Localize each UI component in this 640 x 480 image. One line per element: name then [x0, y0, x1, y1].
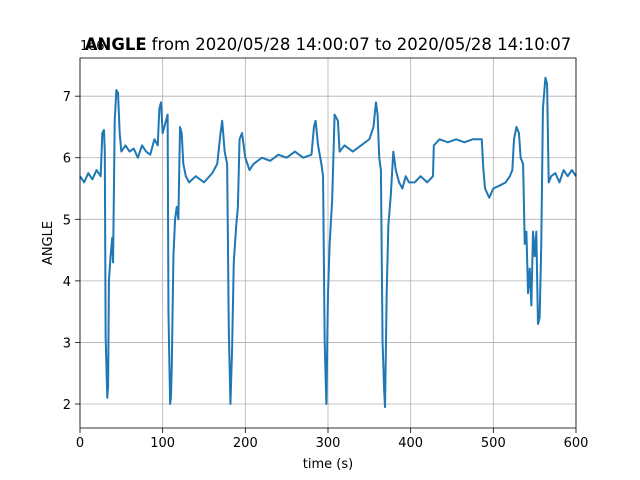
x-tick-label: 200 [233, 436, 258, 451]
grid [79, 58, 577, 428]
y-tick-label: 7 [63, 90, 71, 105]
y-tick-label: 5 [63, 213, 71, 228]
y-tick-label: 2 [63, 398, 71, 413]
x-tick-label: 400 [398, 436, 423, 451]
x-axis-label: time (s) [303, 457, 353, 472]
chart-title: ANGLE from 2020/05/28 14:00:07 to 2020/05… [85, 35, 572, 54]
plot-area [79, 76, 577, 409]
y-offset-label: 1e6 [80, 39, 105, 54]
x-tick-label: 0 [76, 436, 84, 451]
x-tick-label: 600 [564, 436, 589, 451]
ticks: 0 100 200 300 400 500 600 2 3 4 5 6 7 [63, 90, 589, 451]
y-tick-label: 6 [63, 152, 71, 167]
x-tick-label: 100 [150, 436, 175, 451]
title-bold: ANGLE [85, 35, 147, 54]
title-rest: from 2020/05/28 14:00:07 to 2020/05/28 1… [152, 35, 572, 54]
y-tick-label: 3 [63, 336, 71, 351]
x-tick-label: 500 [481, 436, 506, 451]
x-tick-label: 300 [316, 436, 341, 451]
y-axis-label: ANGLE [41, 221, 56, 265]
y-tick-label: 4 [63, 275, 71, 290]
data-line [79, 76, 577, 409]
